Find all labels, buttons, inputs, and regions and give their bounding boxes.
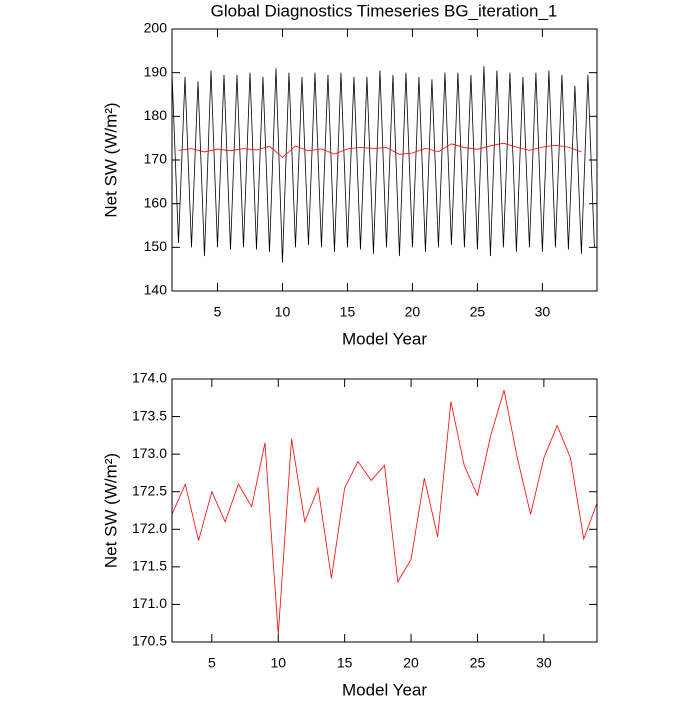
x-tick-label: 5 — [208, 655, 216, 671]
x-tick-label: 25 — [470, 655, 486, 671]
y-tick-label: 173.0 — [132, 445, 167, 461]
y-axis-label: Net SW (W/m²) — [101, 453, 120, 568]
y-tick-label: 170.5 — [132, 633, 167, 649]
y-tick-label: 173.5 — [132, 407, 167, 423]
y-tick-label: 171.5 — [132, 558, 167, 574]
x-axis-label: Model Year — [342, 329, 427, 348]
x-tick-label: 20 — [405, 304, 421, 320]
x-axis-label: Model Year — [342, 680, 427, 699]
x-tick-label: 30 — [535, 304, 551, 320]
plot-frame — [171, 28, 598, 292]
x-tick-label: 25 — [470, 304, 486, 320]
y-tick-label: 140 — [144, 282, 168, 298]
y-tick-label: 172.5 — [132, 482, 167, 498]
x-tick-label: 5 — [214, 304, 222, 320]
x-tick-label: 20 — [403, 655, 419, 671]
y-tick-label: 174.0 — [132, 370, 167, 386]
y-tick-label: 170 — [144, 151, 168, 167]
x-tick-label: 10 — [270, 655, 286, 671]
y-tick-label: 190 — [144, 63, 168, 79]
chart-title: Global Diagnostics Timeseries BG_iterati… — [211, 1, 558, 20]
y-tick-label: 150 — [144, 238, 168, 254]
series-line — [171, 390, 598, 635]
x-tick-label: 30 — [536, 655, 552, 671]
series-line — [178, 142, 582, 158]
x-tick-label: 15 — [337, 655, 353, 671]
y-tick-label: 180 — [144, 107, 168, 123]
y-tick-label: 172.0 — [132, 520, 167, 536]
x-tick-label: 15 — [340, 304, 356, 320]
series-line — [171, 66, 595, 263]
y-tick-label: 160 — [144, 194, 168, 210]
y-tick-label: 200 — [144, 20, 168, 36]
plot-frame — [171, 378, 598, 643]
x-tick-label: 10 — [275, 304, 291, 320]
y-axis-label: Net SW (W/m²) — [101, 102, 120, 217]
y-tick-label: 171.0 — [132, 595, 167, 611]
